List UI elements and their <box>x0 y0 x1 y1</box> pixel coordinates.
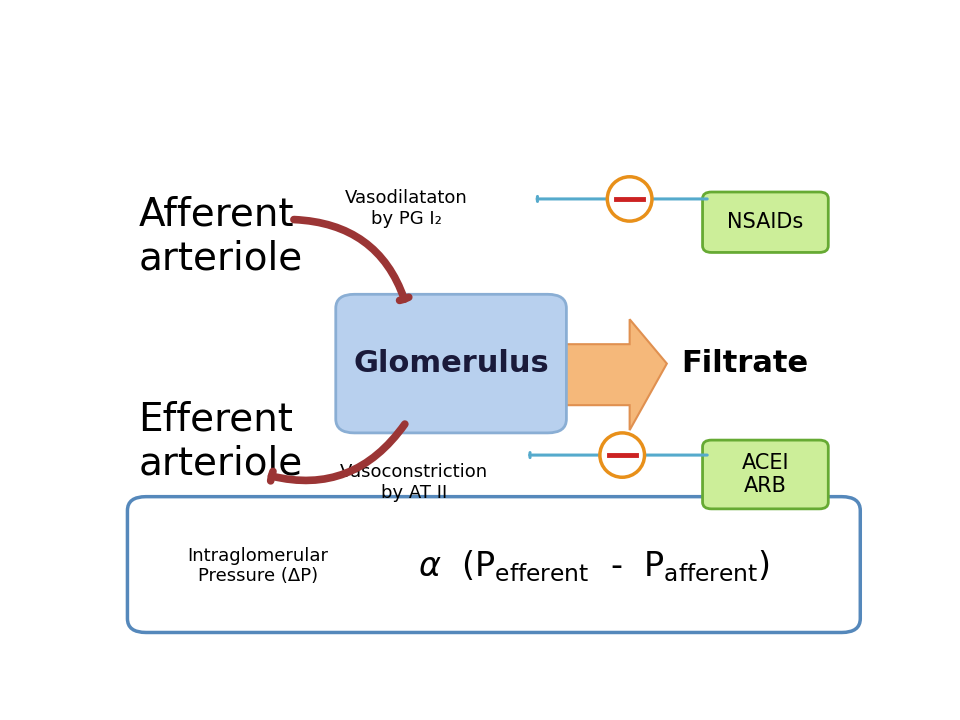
Ellipse shape <box>608 177 652 221</box>
FancyBboxPatch shape <box>703 440 828 509</box>
Text: Afferent
arteriole: Afferent arteriole <box>138 195 302 277</box>
FancyBboxPatch shape <box>336 294 566 433</box>
Text: Intraglomerular
Pressure (ΔP): Intraglomerular Pressure (ΔP) <box>187 546 328 585</box>
Text: Vasoconstriction
by AT II: Vasoconstriction by AT II <box>340 464 488 502</box>
FancyBboxPatch shape <box>703 192 828 253</box>
Text: Glomerulus: Glomerulus <box>353 349 549 378</box>
FancyBboxPatch shape <box>128 497 860 632</box>
Text: Efferent
arteriole: Efferent arteriole <box>138 400 302 482</box>
Text: Filtrate: Filtrate <box>682 349 809 378</box>
Text: ACEI
ARB: ACEI ARB <box>742 453 789 496</box>
Text: NSAIDs: NSAIDs <box>728 212 804 233</box>
Text: $\alpha$  (P$_{\mathregular{efferent}}$  -  P$_{\mathregular{afferent}}$): $\alpha$ (P$_{\mathregular{efferent}}$ -… <box>418 548 770 584</box>
Ellipse shape <box>600 433 644 477</box>
Polygon shape <box>548 319 667 430</box>
Text: Vasodilataton
by PG I₂: Vasodilataton by PG I₂ <box>345 189 468 228</box>
